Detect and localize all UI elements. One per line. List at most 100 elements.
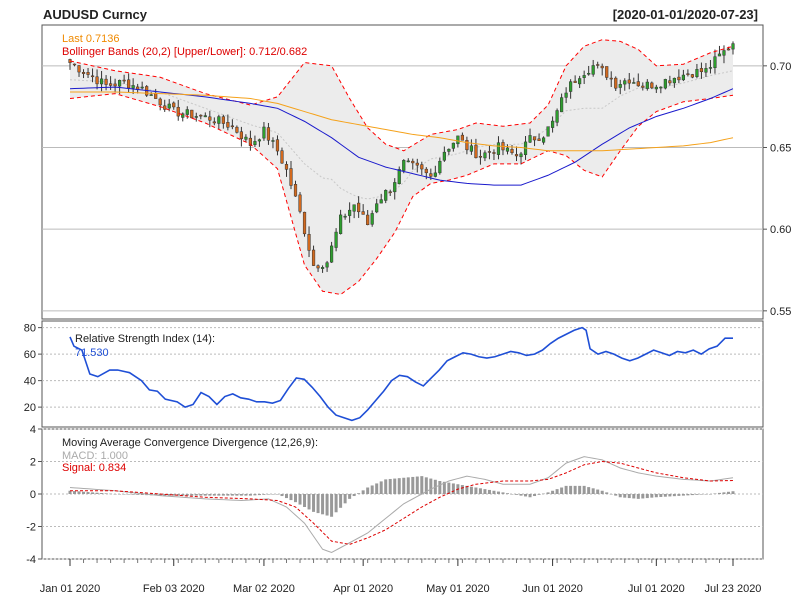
candle-body — [636, 81, 640, 87]
macd-histogram-bar — [357, 493, 361, 494]
macd-histogram-bar — [731, 491, 735, 494]
candle-body — [298, 194, 302, 212]
candle-body — [469, 145, 474, 152]
macd-histogram-bar — [91, 492, 95, 494]
macd-histogram-bar — [393, 478, 397, 494]
macd-histogram-bar — [483, 489, 487, 494]
candle-body — [212, 121, 216, 124]
macd-histogram-bar — [596, 489, 600, 494]
macd-histogram-bar — [623, 494, 627, 498]
macd-histogram-bar — [717, 492, 721, 494]
candle-body — [388, 191, 392, 194]
macd-histogram-bar — [474, 487, 478, 494]
macd-histogram-bar — [167, 494, 171, 496]
macd-histogram-bar — [492, 490, 496, 494]
candle-body — [113, 83, 117, 87]
macd-histogram-bar — [668, 494, 672, 497]
macd-histogram-bar — [713, 493, 717, 494]
rsi-value: 71.530 — [75, 347, 109, 359]
price-y-tick-label: 0.65 — [770, 143, 791, 155]
macd-histogram-bar — [334, 494, 338, 513]
macd-histogram-bar — [663, 494, 667, 497]
macd-histogram-bar — [555, 489, 559, 494]
macd-histogram-bar — [86, 492, 90, 494]
macd-histogram-bar — [546, 492, 550, 494]
macd-histogram-bar — [163, 494, 167, 496]
candle-body — [641, 85, 645, 88]
price-y-tick-label: 0.55 — [770, 306, 791, 318]
macd-histogram-bar — [325, 494, 329, 516]
macd-histogram-bar — [77, 491, 81, 494]
macd-histogram-bar — [122, 494, 126, 495]
macd-y-tick-label: -2 — [26, 522, 36, 534]
candle-body — [614, 77, 618, 89]
candle-body — [158, 98, 162, 106]
macd-histogram-bar — [528, 494, 532, 498]
candle-body — [339, 214, 343, 234]
macd-histogram-bar — [266, 494, 270, 495]
candle-body — [230, 125, 234, 128]
macd-histogram-bar — [686, 494, 690, 496]
macd-histogram-bar — [704, 494, 708, 495]
macd-histogram-bar — [397, 478, 401, 494]
macd-panel: -4 -2 0 2 4 — [26, 424, 763, 566]
candle-body — [623, 80, 627, 85]
macd-histogram-bar — [203, 494, 207, 496]
candle-body — [118, 79, 122, 87]
candle-body — [397, 169, 401, 185]
macd-histogram-bar — [370, 485, 374, 494]
candle-body — [307, 234, 311, 251]
macd-histogram-bar — [402, 477, 406, 494]
x-axis: Jan 01 2020 Feb 03 2020 Mar 02 2020 Apr 01 … — [40, 559, 761, 595]
macd-histogram-bar — [451, 483, 455, 494]
candle-body — [181, 113, 185, 118]
candle-body — [199, 114, 203, 117]
candle-body — [239, 131, 243, 139]
candle-body — [560, 97, 564, 113]
x-tick-label: Jul 01 2020 — [628, 583, 685, 595]
candle-body — [163, 105, 167, 110]
candle-body — [370, 213, 374, 225]
signal-line — [70, 460, 734, 545]
candle-body — [447, 148, 451, 152]
macd-histogram-bar — [510, 494, 514, 495]
macd-histogram-bar — [348, 494, 352, 499]
macd-histogram-bar — [361, 490, 365, 494]
x-tick-label: Apr 01 2020 — [333, 583, 393, 595]
macd-histogram-bar — [695, 494, 699, 495]
macd-histogram-bar — [645, 494, 649, 499]
candle-body — [284, 164, 289, 170]
macd-histogram-bar — [537, 494, 541, 495]
macd-histogram-bar — [587, 487, 591, 494]
candle-body — [645, 81, 649, 89]
macd-histogram-bar — [136, 494, 140, 495]
macd-histogram-bar — [632, 494, 636, 499]
candle-body — [352, 204, 356, 212]
candle-body — [406, 160, 410, 163]
candle-body — [668, 80, 672, 84]
candle-body — [582, 75, 586, 78]
macd-histogram-bar — [95, 492, 99, 494]
x-tick-label: Jan 01 2020 — [40, 583, 101, 595]
candle-body — [456, 135, 460, 145]
moving-average-slow — [70, 91, 734, 152]
candle-body — [149, 94, 153, 96]
candle-body — [81, 71, 86, 74]
candle-body — [726, 48, 731, 51]
macd-histogram-bar — [564, 485, 568, 494]
macd-histogram-bar — [429, 478, 433, 494]
candle-body — [451, 142, 455, 149]
macd-y-tick-label: 4 — [30, 424, 36, 436]
macd-histogram-bar — [68, 490, 72, 494]
candle-body — [325, 262, 329, 268]
candle-body — [185, 109, 189, 115]
candle-body — [519, 153, 523, 158]
macd-histogram-bar — [289, 494, 293, 501]
macd-histogram-bar — [614, 494, 618, 496]
macd-histogram-bar — [438, 481, 442, 494]
candle-body — [650, 82, 654, 89]
candle-body — [217, 116, 221, 124]
candle-body — [226, 122, 230, 128]
rsi-line — [69, 326, 733, 422]
